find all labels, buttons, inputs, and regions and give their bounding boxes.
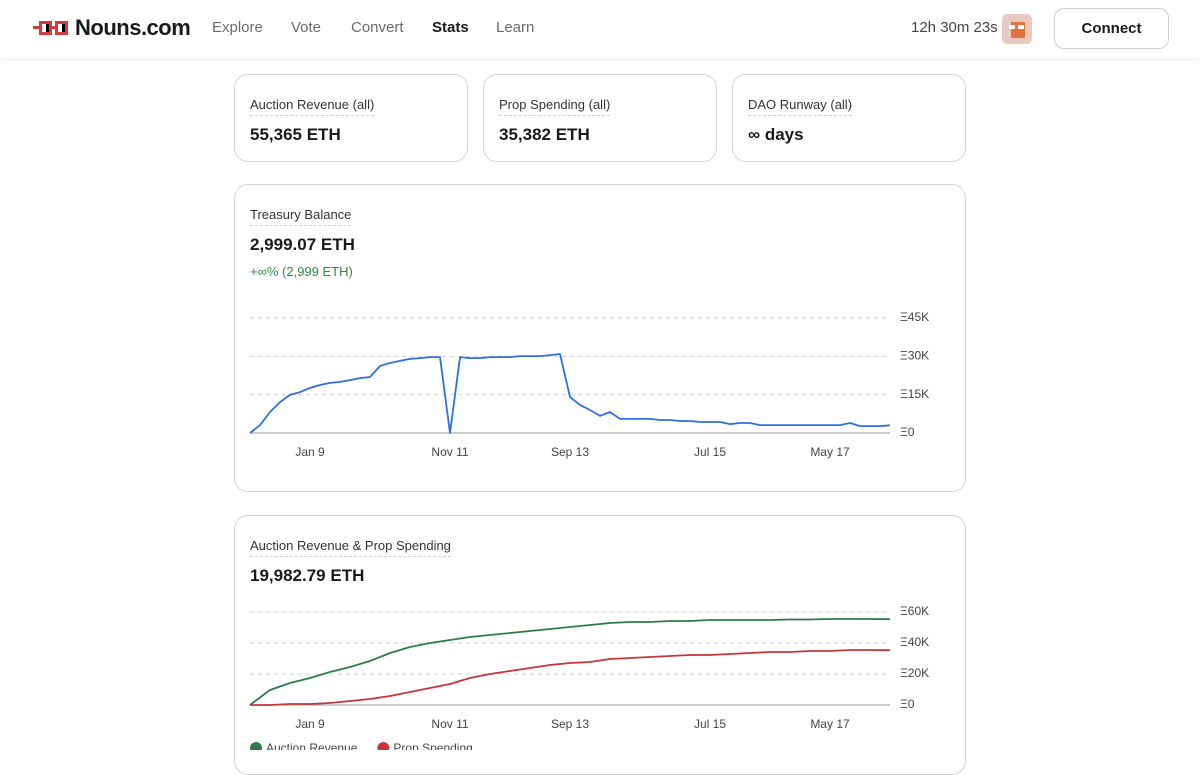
treasury-card: Treasury Balance 2,999.07 ETH +∞% (2,999… — [234, 184, 966, 492]
chart-title: Auction Revenue & Prop Spending — [250, 538, 451, 557]
chart-title: Treasury Balance — [250, 207, 352, 226]
noun-avatar[interactable] — [1002, 14, 1032, 44]
stat-label: Auction Revenue (all) — [250, 97, 375, 116]
flows-card: Auction Revenue & Prop Spending 19,982.7… — [234, 515, 966, 775]
nav-link[interactable]: Learn — [496, 19, 535, 36]
stat-card: DAO Runway (all) ∞ days — [732, 74, 966, 162]
connect-button[interactable]: Connect — [1054, 8, 1169, 49]
headline-value: 2,999.07 ETH — [250, 235, 355, 254]
stat-label: Prop Spending (all) — [499, 97, 611, 116]
nav-link[interactable]: Stats — [432, 19, 469, 36]
stat-label: DAO Runway (all) — [748, 97, 853, 116]
headline-value: 19,982.79 ETH — [250, 566, 365, 585]
auction-timer: 12h 30m 23s — [911, 19, 998, 36]
nav-link[interactable]: Explore — [212, 19, 263, 36]
stat-value: 55,365 ETH — [250, 125, 341, 144]
top-nav: Nouns.com Explore Vote Convert Stats Lea… — [0, 0, 1200, 58]
stat-value: ∞ days — [748, 125, 804, 144]
nav-link[interactable]: Convert — [351, 19, 404, 36]
brand[interactable]: Nouns.com — [75, 15, 191, 40]
stat-card: Auction Revenue (all) 55,365 ETH — [234, 74, 468, 162]
change: +∞% (2,999 ETH) — [250, 264, 353, 279]
stat-value: 35,382 ETH — [499, 125, 590, 144]
logo-icon — [33, 21, 68, 35]
nav-link[interactable]: Vote — [291, 19, 322, 36]
stat-card: Prop Spending (all) 35,382 ETH — [483, 74, 717, 162]
